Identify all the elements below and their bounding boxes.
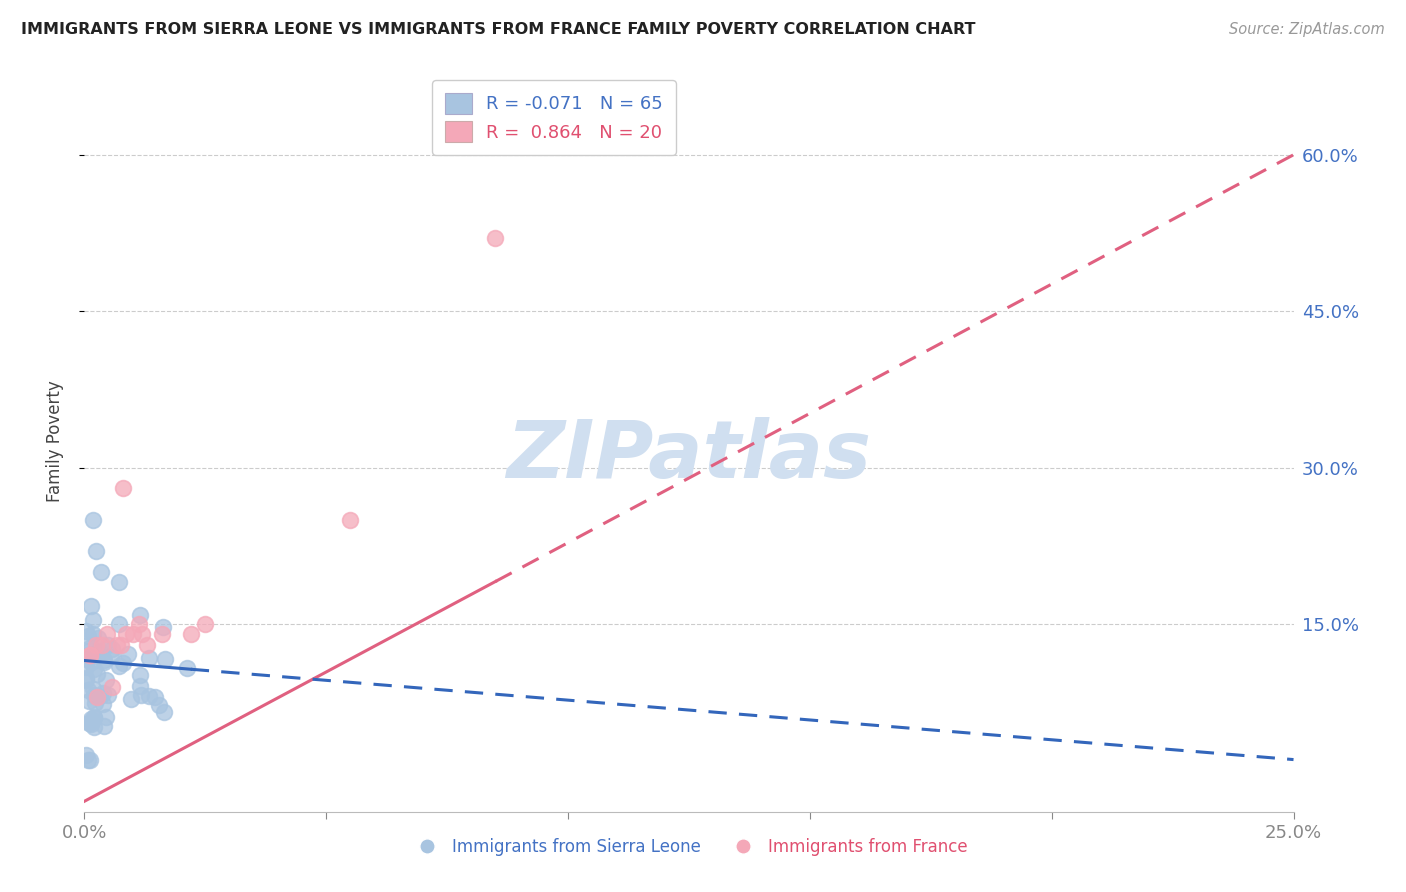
Point xyxy=(75,671,97,685)
Point xyxy=(129,668,152,682)
Point xyxy=(76,753,98,767)
Point xyxy=(96,673,118,687)
Point xyxy=(82,513,104,527)
Point xyxy=(129,688,152,702)
Point xyxy=(84,696,107,710)
Point xyxy=(75,624,97,639)
Point xyxy=(79,644,101,658)
Point xyxy=(100,641,122,656)
Point xyxy=(86,690,108,704)
Point xyxy=(108,616,131,631)
Point xyxy=(91,686,114,700)
Point xyxy=(77,693,100,707)
Point xyxy=(105,638,128,652)
Point xyxy=(153,705,176,719)
Point xyxy=(150,627,173,641)
Point xyxy=(80,640,103,654)
Point xyxy=(93,655,115,669)
Point xyxy=(91,697,114,711)
Point xyxy=(117,647,139,661)
Point xyxy=(93,652,115,666)
Point xyxy=(79,753,101,767)
Point xyxy=(79,648,101,663)
Text: IMMIGRANTS FROM SIERRA LEONE VS IMMIGRANTS FROM FRANCE FAMILY POVERTY CORRELATIO: IMMIGRANTS FROM SIERRA LEONE VS IMMIGRAN… xyxy=(21,22,976,37)
Point xyxy=(83,662,105,676)
Point xyxy=(108,575,131,590)
Point xyxy=(194,617,217,632)
Point xyxy=(84,646,107,660)
Point xyxy=(128,608,150,623)
Point xyxy=(84,544,107,558)
Point xyxy=(76,651,98,665)
Point xyxy=(484,231,506,245)
Point xyxy=(107,659,129,673)
Point xyxy=(89,689,111,703)
Point xyxy=(128,617,150,632)
Point xyxy=(82,627,104,641)
Point xyxy=(80,714,103,728)
Point xyxy=(101,680,124,694)
Point xyxy=(97,638,120,652)
Point xyxy=(75,748,97,763)
Point xyxy=(138,689,160,703)
Point xyxy=(143,690,166,704)
Point xyxy=(80,712,103,726)
Point xyxy=(79,648,101,663)
Point xyxy=(97,688,120,702)
Y-axis label: Family Poverty: Family Poverty xyxy=(45,381,63,502)
Point xyxy=(86,631,108,645)
Point xyxy=(110,638,132,652)
Point xyxy=(91,638,114,652)
Point xyxy=(148,698,170,712)
Point xyxy=(89,644,111,658)
Point xyxy=(112,657,135,671)
Point xyxy=(180,627,202,641)
Point xyxy=(76,629,98,643)
Point xyxy=(339,513,361,527)
Text: ZIPatlas: ZIPatlas xyxy=(506,417,872,495)
Point xyxy=(128,679,150,693)
Point xyxy=(115,627,138,641)
Point xyxy=(155,651,177,665)
Legend: Immigrants from Sierra Leone, Immigrants from France: Immigrants from Sierra Leone, Immigrants… xyxy=(404,831,974,863)
Point xyxy=(83,720,105,734)
Point xyxy=(100,648,122,663)
Point xyxy=(131,627,153,641)
Point xyxy=(75,660,97,674)
Point xyxy=(94,709,117,723)
Point xyxy=(90,565,112,579)
Point xyxy=(152,620,174,634)
Point xyxy=(122,627,145,641)
Point xyxy=(93,719,115,733)
Point xyxy=(86,666,108,681)
Point xyxy=(176,661,198,675)
Point xyxy=(82,681,104,696)
Point xyxy=(86,638,108,652)
Point xyxy=(138,651,160,665)
Point xyxy=(83,711,105,725)
Point xyxy=(80,599,103,614)
Point xyxy=(96,627,118,641)
Point xyxy=(112,482,135,496)
Point xyxy=(77,682,100,697)
Point xyxy=(136,638,159,652)
Point xyxy=(120,691,142,706)
Point xyxy=(79,656,101,670)
Point xyxy=(83,688,105,702)
Point xyxy=(80,717,103,731)
Point xyxy=(82,613,104,627)
Point xyxy=(75,673,97,688)
Point xyxy=(77,716,100,731)
Point xyxy=(83,710,105,724)
Text: Source: ZipAtlas.com: Source: ZipAtlas.com xyxy=(1229,22,1385,37)
